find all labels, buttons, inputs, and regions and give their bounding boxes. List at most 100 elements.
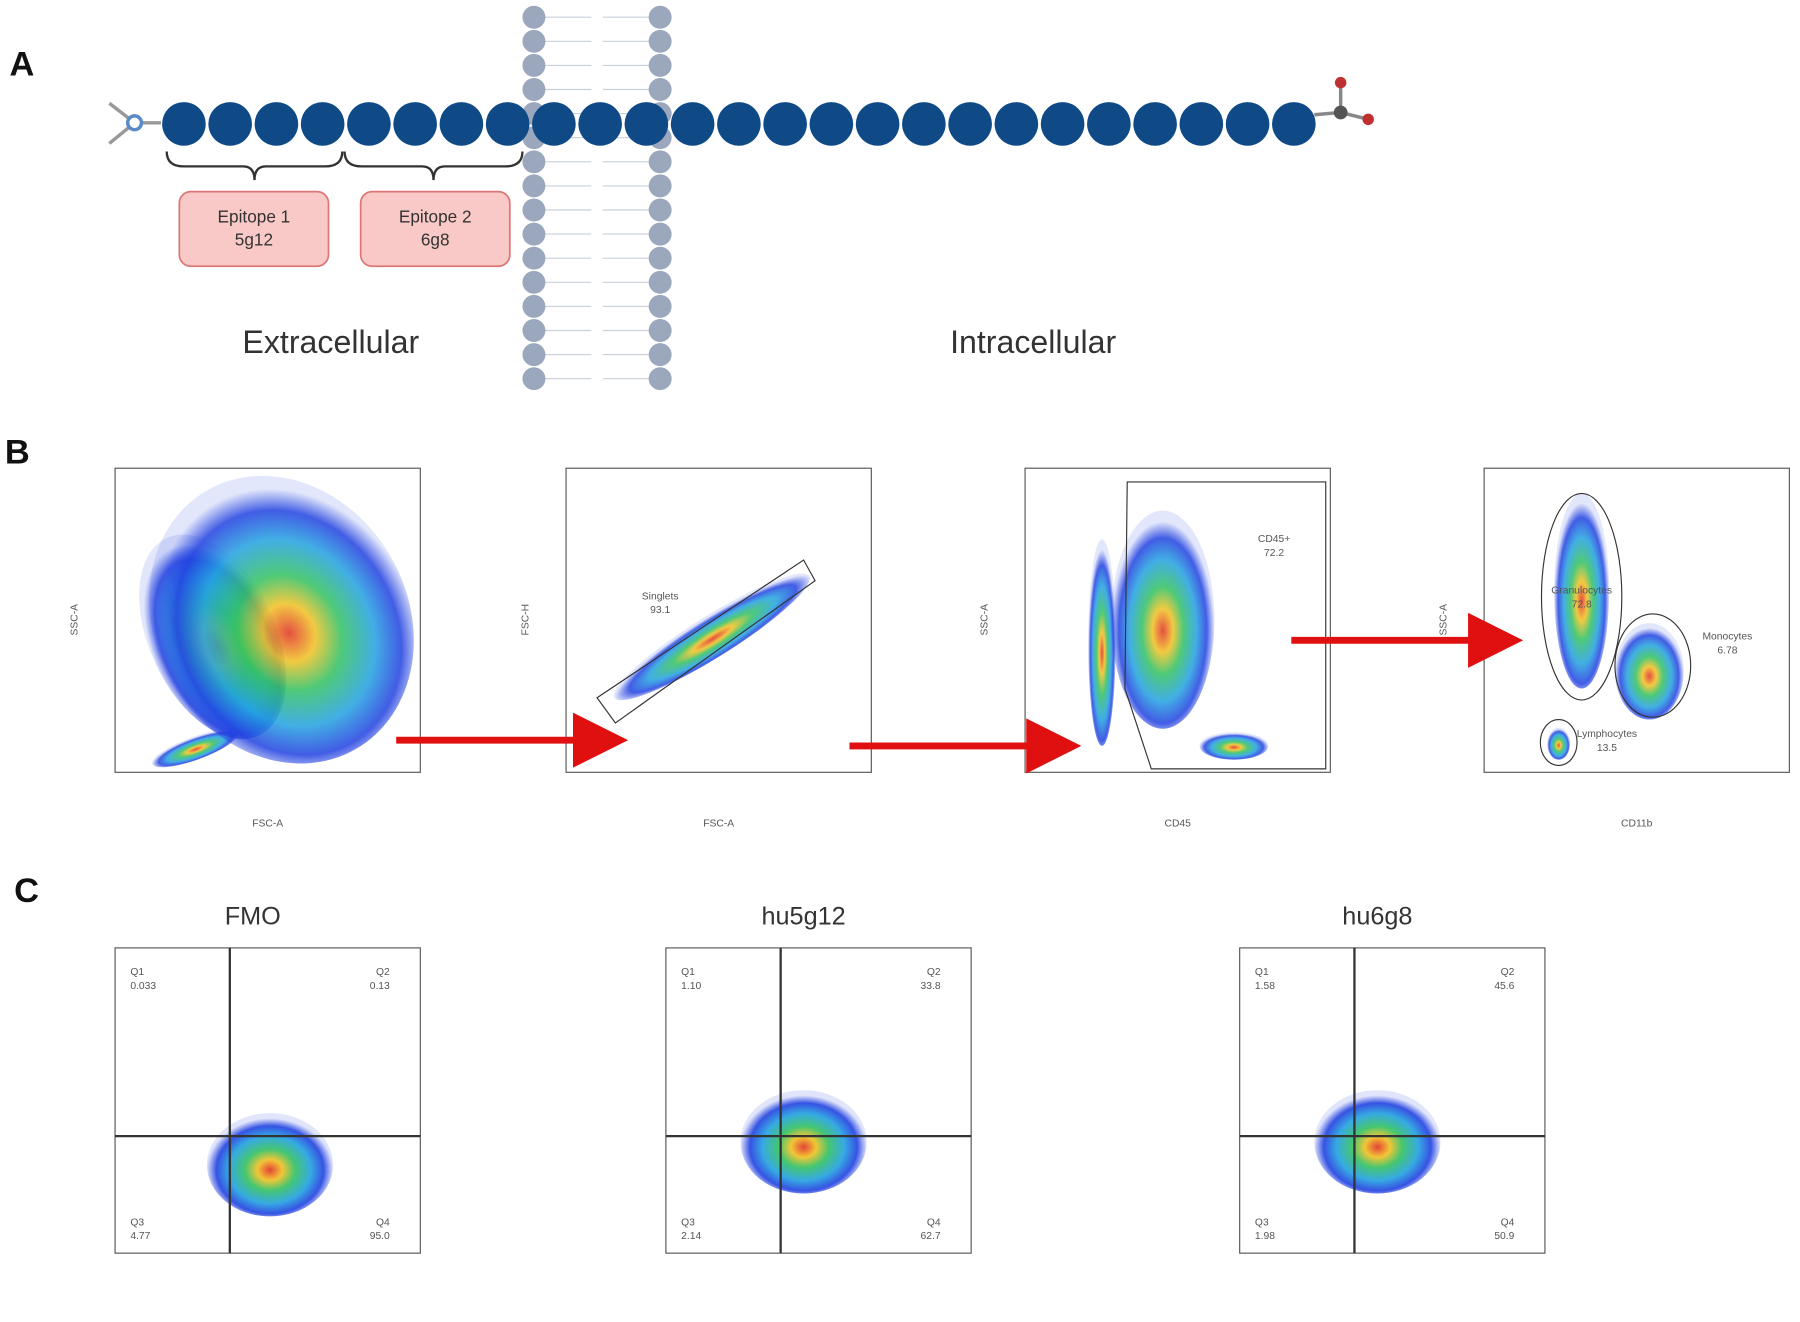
oxygen	[1334, 76, 1347, 89]
amino-acid	[855, 102, 900, 146]
epitope-box	[359, 190, 511, 268]
cell-density	[1314, 1090, 1441, 1194]
amino-acid	[717, 102, 761, 146]
cell-density	[1111, 510, 1215, 729]
plot-frame	[114, 467, 421, 773]
gate	[1540, 492, 1623, 701]
plot-title: hu6g8	[1342, 903, 1412, 931]
lipid-head	[522, 367, 546, 391]
quadrant-value: 1.58	[1255, 981, 1275, 992]
y-axis-label: SSC-A	[70, 604, 81, 636]
gate	[1614, 613, 1692, 718]
gate-value: 6.78	[1717, 645, 1737, 656]
plot-frame	[565, 467, 872, 773]
cell-density	[1614, 623, 1684, 720]
gate-name: Granulocytes	[1551, 586, 1612, 597]
amino-acid	[1133, 102, 1177, 146]
amino-acid	[1225, 102, 1270, 146]
quadrant-value: 4.77	[130, 1231, 150, 1242]
amino-acid	[254, 102, 299, 146]
amino-acid	[578, 102, 622, 146]
quadrant-name: Q4	[376, 1217, 390, 1228]
quadrant-name: Q3	[130, 1217, 144, 1228]
cell-density	[613, 573, 810, 701]
quadrant-name: Q4	[1501, 1217, 1515, 1228]
quadrant-name: Q3	[681, 1217, 695, 1228]
lipid-head	[522, 222, 546, 246]
lipid-head	[648, 367, 672, 391]
quadrant-name: Q1	[681, 967, 695, 978]
lipid-head	[522, 246, 546, 270]
cell-density	[740, 1090, 867, 1194]
quadrant-value: 0.13	[370, 981, 390, 992]
amino-acid	[1179, 102, 1224, 146]
lipid-head	[648, 198, 672, 222]
plot-frame	[665, 947, 972, 1254]
oxygen	[1362, 113, 1374, 126]
quadrant-value: 1.10	[681, 981, 701, 992]
gate	[1124, 481, 1327, 770]
plot-title: FMO	[225, 903, 281, 931]
lipid-head	[522, 150, 546, 174]
amino-acid	[902, 102, 946, 146]
x-axis-label: FSC-A	[252, 819, 283, 830]
quadrant-name: Q3	[1255, 1217, 1269, 1228]
gate-name: CD45+	[1258, 534, 1290, 545]
quadrant-value: 0.033	[130, 981, 156, 992]
protein-diagram: Epitope 1 5g12 Epitope 2 6g8 Extracellular In…	[108, 5, 1374, 391]
y-axis-label: FSC-H	[521, 604, 532, 636]
lipid-head	[648, 343, 672, 367]
cell-density	[1088, 539, 1116, 746]
lipid-head	[522, 53, 546, 77]
quadrant-value: 2.14	[681, 1231, 701, 1242]
amino-acid	[439, 102, 484, 146]
amino-acid	[393, 102, 437, 146]
panel-label: B	[5, 434, 30, 472]
gate-value: 93.1	[650, 605, 670, 616]
quadrant-name: Q1	[130, 967, 144, 978]
amino-acid	[670, 102, 715, 146]
amino-acid	[485, 102, 530, 146]
amino-acid	[300, 102, 345, 146]
gate-name: Monocytes	[1702, 632, 1752, 643]
cell-density	[206, 1113, 334, 1217]
cell-density	[1547, 727, 1571, 760]
cell-density	[149, 475, 414, 764]
gate	[1539, 718, 1578, 767]
lipid-head	[648, 29, 672, 53]
n-terminus-atom	[125, 114, 144, 132]
lipid-head	[648, 319, 672, 342]
lipid-head	[522, 294, 546, 318]
lipid-head	[648, 174, 672, 198]
epitope-name: Epitope 1	[218, 207, 291, 227]
amino-acid	[763, 102, 807, 146]
amino-acid	[994, 102, 1039, 146]
brace	[165, 151, 344, 181]
lipid-head	[522, 198, 546, 222]
gate-value: 72.2	[1264, 548, 1284, 559]
quadrant-value: 1.98	[1255, 1231, 1275, 1242]
epitope-antibody: 5g12	[235, 230, 273, 250]
quadrant-value: 50.9	[1494, 1231, 1514, 1242]
region-label: Extracellular	[242, 324, 419, 360]
panel-label: A	[9, 46, 34, 84]
lipid-head	[648, 270, 672, 294]
lipid-head	[522, 29, 546, 53]
plot-title: hu5g12	[761, 903, 845, 931]
quadrant-name: Q2	[1501, 967, 1515, 978]
epitope-box	[178, 190, 330, 268]
lipid-head	[522, 319, 546, 342]
cell-density	[1199, 732, 1269, 760]
x-axis-label: FSC-A	[703, 819, 734, 830]
epitope-name: Epitope 2	[399, 207, 472, 227]
amino-acid	[162, 102, 206, 146]
amino-acid	[208, 102, 252, 146]
quadrant-value: 62.7	[921, 1231, 941, 1242]
brace	[343, 151, 524, 181]
plot-frame	[1483, 467, 1790, 773]
lipid-head	[522, 78, 546, 101]
lipid-head	[648, 53, 672, 77]
gate-name: Lymphocytes	[1577, 729, 1637, 740]
